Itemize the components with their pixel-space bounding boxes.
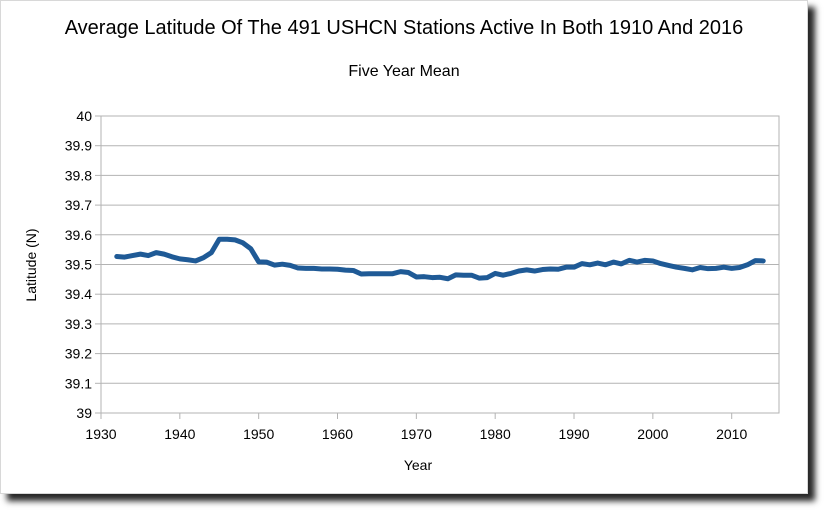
chart-card: Average Latitude Of The 491 USHCN Statio…: [0, 0, 808, 494]
x-tick-label: 1930: [85, 426, 116, 442]
y-tick-label: 39.2: [65, 346, 92, 362]
chart-title: Average Latitude Of The 491 USHCN Statio…: [64, 17, 744, 39]
y-tick-label: 39.1: [65, 375, 92, 391]
chart-subtitle: Five Year Mean: [348, 63, 460, 80]
x-tick-label: 2010: [716, 426, 747, 442]
series-line-latitude: [114, 236, 766, 282]
x-axis-label: Year: [404, 457, 433, 473]
y-tick-label: 39.5: [65, 257, 92, 273]
x-tick-label: 1960: [322, 426, 353, 442]
x-tick-label: 1990: [558, 426, 589, 442]
y-tick-label: 39.3: [65, 316, 92, 332]
y-axis-label: Latitude (N): [23, 228, 39, 301]
y-tick-label: 39.7: [65, 197, 92, 213]
gridlines: [101, 115, 779, 414]
y-tick-label: 39.4: [65, 286, 92, 302]
y-tick-label: 39.9: [65, 138, 92, 154]
y-tick-label: 40: [76, 108, 92, 124]
y-tick-label: 39.6: [65, 227, 92, 243]
x-tick-label: 1980: [480, 426, 511, 442]
x-axis-ticks: 1930 1940 1950 1960 1970 1980 1990 2000 2010: [85, 413, 747, 442]
x-tick-label: 1970: [401, 426, 432, 442]
x-tick-label: 2000: [637, 426, 668, 442]
x-tick-label: 1940: [164, 426, 195, 442]
y-tick-label: 39.8: [65, 167, 92, 183]
x-tick-label: 1950: [243, 426, 274, 442]
y-tick-label: 39: [76, 405, 92, 421]
y-axis-ticks: 39 39.1 39.2 39.3 39.4 39.5 39.6 39.7 39.8 39.9 40: [65, 108, 101, 421]
